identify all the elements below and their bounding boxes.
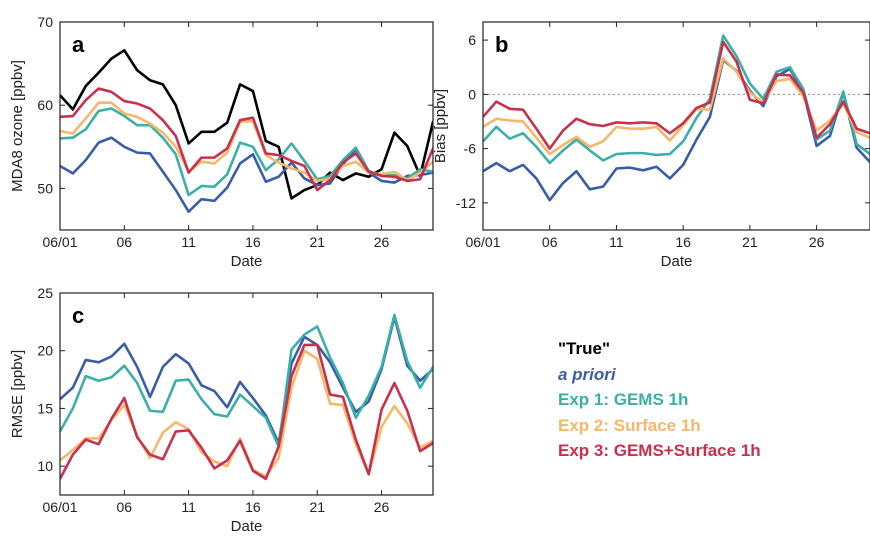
x-tick-label: 21 — [742, 234, 758, 250]
series-group — [60, 48, 433, 213]
panel-label: b — [495, 32, 508, 57]
series-line-exp3 — [60, 87, 433, 192]
plot-frame — [482, 21, 870, 231]
x-tick-label: 11 — [181, 499, 196, 515]
y-tick-label: 15 — [37, 400, 53, 416]
series-line-true — [60, 48, 433, 200]
series-line-exp3 — [60, 343, 433, 481]
series-line-exp2 — [60, 349, 433, 478]
legend-item-exp3: Exp 3: GEMS+Surface 1h — [558, 441, 761, 460]
panel-label: c — [72, 303, 84, 328]
panel-label: a — [72, 32, 85, 57]
series-line-apriori — [483, 58, 870, 202]
x-tick-label: 26 — [374, 234, 390, 250]
series-line-exp3 — [483, 40, 870, 150]
x-tick-label: 11 — [609, 234, 624, 250]
panel-c: 06/01 06 11 16 21 26 10 15 20 25 Date RMSE [ppbv] c — [9, 285, 434, 535]
legend-item-true: "True" — [558, 339, 611, 358]
series-line-exp1 — [483, 34, 870, 165]
y-axis-label: MDA8 ozone [ppbv] — [9, 60, 26, 192]
y-tick-label: 25 — [37, 285, 53, 301]
x-tick-label: 16 — [675, 234, 691, 250]
plot-frame — [59, 292, 434, 496]
y-axis-label: Bias [ppbv] — [432, 89, 449, 163]
y-tick-label: -12 — [456, 195, 476, 211]
y-tick-label: 70 — [37, 14, 53, 30]
y-tick-label: 10 — [37, 458, 53, 474]
x-tick-label: 26 — [809, 234, 825, 250]
x-tick-label: 11 — [181, 234, 196, 250]
legend: "True" a priori Exp 1: GEMS 1h Exp 2: Su… — [558, 336, 761, 464]
series-group — [60, 313, 433, 481]
x-tick-label: 06 — [542, 234, 558, 250]
x-tick-label: 06/01 — [42, 234, 77, 250]
x-tick-label: 06 — [117, 499, 133, 515]
y-tick-label: 20 — [37, 343, 53, 359]
y-tick-label: 60 — [37, 97, 53, 113]
x-axis-label: Date — [231, 518, 263, 535]
legend-item-apriori: a priori — [558, 364, 616, 384]
series-line-apriori — [60, 136, 433, 213]
x-tick-label: 06 — [117, 234, 133, 250]
x-tick-label: 21 — [309, 234, 325, 250]
series-line-exp2 — [483, 56, 870, 156]
y-tick-label: 0 — [468, 86, 476, 102]
series-group — [483, 34, 870, 202]
legend-item-exp1: Exp 1: GEMS 1h — [558, 390, 689, 409]
panel-a: 06/01 06 11 16 21 26 50 60 70 Date MDA8 ozone [ppb… — [9, 14, 434, 270]
x-tick-label: 21 — [309, 499, 325, 515]
y-tick-label: 50 — [37, 180, 53, 196]
x-axis-label: Date — [231, 253, 263, 270]
y-axis-label: RMSE [ppbv] — [9, 350, 26, 438]
series-line-exp1 — [60, 313, 433, 448]
x-tick-label: 16 — [245, 499, 261, 515]
x-tick-label: 16 — [245, 234, 261, 250]
plot-frame — [59, 21, 434, 231]
x-tick-label: 06/01 — [465, 234, 500, 250]
x-tick-label: 06/01 — [42, 499, 77, 515]
x-tick-label: 26 — [374, 499, 390, 515]
legend-item-exp2: Exp 2: Surface 1h — [558, 415, 701, 435]
x-axis-label: Date — [661, 253, 693, 270]
y-tick-label: -6 — [464, 141, 477, 157]
y-tick-label: 6 — [468, 32, 476, 48]
